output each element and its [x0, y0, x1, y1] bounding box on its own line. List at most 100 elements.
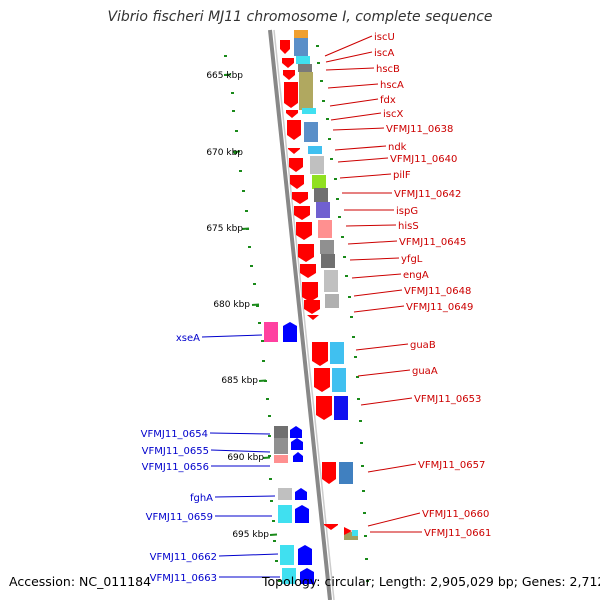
- forward-feature-box: [299, 72, 313, 110]
- forward-gene-label: VFMJ11_0660: [422, 509, 489, 520]
- forward-gene-arrow: [284, 82, 298, 108]
- reverse-gene-arrow: [291, 438, 303, 450]
- gc-dot: [270, 500, 273, 502]
- forward-label-leader: [345, 224, 397, 227]
- forward-gene-label: hisS: [398, 221, 419, 232]
- forward-gene-label: ispG: [396, 206, 418, 217]
- forward-gene-arrow: [286, 110, 298, 118]
- tick-label: 665 kbp: [206, 71, 243, 81]
- forward-gene-arrow: [289, 158, 303, 172]
- forward-label-leader: [353, 289, 403, 297]
- forward-feature-box: [296, 56, 310, 64]
- gc-dot: [269, 478, 272, 480]
- forward-gene-arrow: [344, 527, 352, 535]
- tick-mark: [241, 227, 250, 230]
- forward-gene-arrow: [288, 148, 300, 154]
- forward-gene-label: VFMJ11_0640: [390, 154, 457, 165]
- reverse-label-leader: [214, 495, 276, 498]
- forward-gene-arrow: [290, 175, 304, 189]
- forward-gene-arrow: [294, 206, 310, 220]
- forward-label-leader: [367, 463, 417, 473]
- reverse-gene-label: fghA: [190, 493, 213, 504]
- reverse-gene-label: xseA: [176, 333, 200, 344]
- reverse-feature-box: [274, 426, 288, 438]
- forward-feature-box: [310, 156, 324, 174]
- gc-dot: [359, 420, 362, 422]
- forward-gene-label: VFMJ11_0645: [399, 237, 466, 248]
- forward-feature-box: [334, 396, 348, 420]
- forward-label-leader: [325, 51, 373, 63]
- forward-gene-label: guaB: [410, 340, 436, 351]
- gc-dot: [261, 340, 264, 342]
- gc-dot: [350, 316, 353, 318]
- forward-label-leader: [330, 112, 382, 121]
- reverse-gene-arrow: [298, 545, 312, 565]
- tick-mark: [223, 73, 232, 76]
- forward-feature-box: [320, 240, 334, 254]
- reverse-gene-arrow: [295, 505, 309, 523]
- gc-dot: [336, 198, 339, 200]
- gc-dot: [272, 520, 275, 522]
- forward-label-leader: [324, 35, 373, 57]
- reverse-gene-arrow: [293, 452, 303, 462]
- forward-gene-arrow: [280, 40, 290, 54]
- forward-gene-label: iscX: [383, 109, 403, 120]
- forward-label-leader: [349, 257, 400, 261]
- tick-label: 670 kbp: [206, 148, 243, 158]
- forward-feature-box: [294, 38, 308, 56]
- forward-gene-arrow: [296, 222, 312, 240]
- gc-dot: [345, 275, 348, 277]
- forward-feature-box: [304, 122, 318, 142]
- gc-dot: [258, 322, 261, 324]
- gc-dot: [235, 130, 238, 132]
- forward-label-leader: [327, 83, 379, 89]
- gc-dot: [326, 118, 329, 120]
- forward-gene-arrow: [307, 315, 319, 320]
- reverse-feature-box: [282, 568, 296, 584]
- reverse-gene-label: VFMJ11_0655: [142, 446, 209, 457]
- forward-label-leader: [351, 273, 402, 279]
- forward-gene-label: VFMJ11_0661: [424, 528, 491, 539]
- gc-dot: [334, 178, 337, 180]
- gc-dot: [268, 435, 271, 437]
- accession-text: Accession: NC_011184: [9, 574, 152, 589]
- gc-dot: [224, 55, 227, 57]
- gc-dot: [320, 80, 323, 82]
- reverse-label-leader: [209, 432, 271, 435]
- forward-gene-label: VFMJ11_0648: [404, 286, 471, 297]
- gc-dot: [268, 455, 271, 457]
- forward-gene-label: iscU: [374, 32, 395, 43]
- gc-dot: [357, 398, 360, 400]
- forward-label-leader: [325, 67, 375, 71]
- forward-gene-label: engA: [403, 270, 429, 281]
- forward-gene-label: ndk: [388, 142, 407, 153]
- gc-dot: [363, 512, 366, 514]
- forward-feature-box: [321, 254, 335, 268]
- forward-feature-box: [316, 202, 330, 218]
- forward-gene-arrow: [312, 342, 328, 366]
- reverse-feature-box: [278, 505, 292, 523]
- gc-dot: [341, 236, 344, 238]
- tick-mark: [262, 456, 271, 459]
- reverse-gene-arrow: [290, 426, 302, 438]
- gc-dot: [266, 398, 269, 400]
- forward-gene-arrow: [314, 368, 330, 392]
- gc-dot: [356, 376, 359, 378]
- reverse-gene-label: VFMJ11_0662: [150, 552, 217, 563]
- tick-label: 675 kbp: [206, 224, 243, 234]
- gc-dot: [330, 158, 333, 160]
- forward-gene-label: VFMJ11_0653: [414, 394, 481, 405]
- forward-feature-box: [352, 530, 358, 536]
- reverse-gene-label: VFMJ11_0659: [146, 512, 213, 523]
- tick-mark: [232, 150, 241, 153]
- forward-gene-label: VFMJ11_0638: [386, 124, 453, 135]
- forward-feature-box: [314, 188, 328, 202]
- gc-dot: [316, 45, 319, 47]
- forward-feature-box: [324, 270, 338, 292]
- tick-mark: [251, 303, 260, 306]
- forward-label-leader: [367, 512, 421, 527]
- gc-dot: [343, 256, 346, 258]
- gc-dot: [256, 305, 259, 307]
- backbone-highlight: [273, 29, 335, 600]
